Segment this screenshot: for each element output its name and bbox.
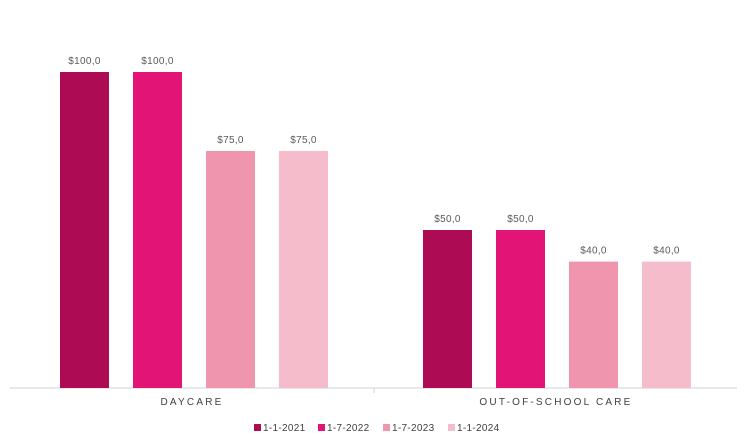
data-label: $50,0 (434, 214, 461, 225)
category-label: OUT-OF-SCHOOL CARE (479, 397, 632, 408)
bar-1-1-2021-0 (60, 72, 109, 388)
legend-swatch (254, 424, 261, 431)
data-label: $40,0 (653, 246, 680, 257)
legend-label: 1-1-2021 (263, 423, 306, 434)
data-label: $100,0 (141, 56, 174, 67)
bar-1-1-2024-0 (279, 151, 328, 388)
legend: 1-1-2021 1-7-2022 1-7-2023 1-1-2024 (254, 423, 500, 434)
legend-label: 1-7-2022 (327, 423, 370, 434)
legend-label: 1-1-2024 (457, 423, 500, 434)
bar-1-7-2022-1 (496, 230, 545, 388)
category-label: DAYCARE (160, 397, 223, 408)
data-label: $75,0 (290, 135, 317, 146)
data-label: $75,0 (217, 135, 244, 146)
legend-swatch (318, 424, 325, 431)
legend-swatch (383, 424, 390, 431)
bar-1-7-2023-1 (569, 261, 618, 388)
legend-label: 1-7-2023 (392, 423, 435, 434)
bar-1-1-2024-1 (642, 261, 691, 388)
bar-1-7-2022-0 (133, 72, 182, 388)
data-label: $100,0 (68, 56, 101, 67)
data-label: $50,0 (507, 214, 534, 225)
bar-1-1-2021-1 (423, 230, 472, 388)
legend-swatch (448, 424, 455, 431)
bar-1-7-2023-0 (206, 151, 255, 388)
data-label: $40,0 (580, 246, 607, 257)
